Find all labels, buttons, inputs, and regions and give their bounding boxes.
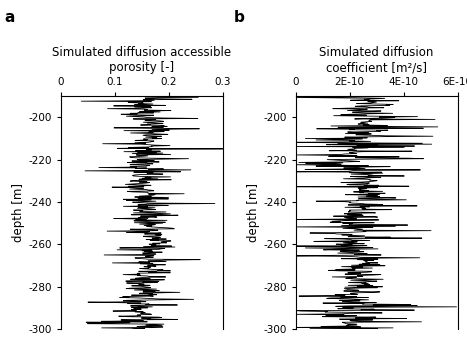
Y-axis label: depth [m]: depth [m] (248, 183, 260, 242)
Y-axis label: depth [m]: depth [m] (13, 183, 25, 242)
Text: b: b (234, 10, 244, 25)
Title: Simulated diffusion
coefficient [m²/s]: Simulated diffusion coefficient [m²/s] (319, 46, 434, 74)
Title: Simulated diffusion accessible
porosity [-]: Simulated diffusion accessible porosity … (52, 46, 231, 74)
Text: a: a (5, 10, 15, 25)
